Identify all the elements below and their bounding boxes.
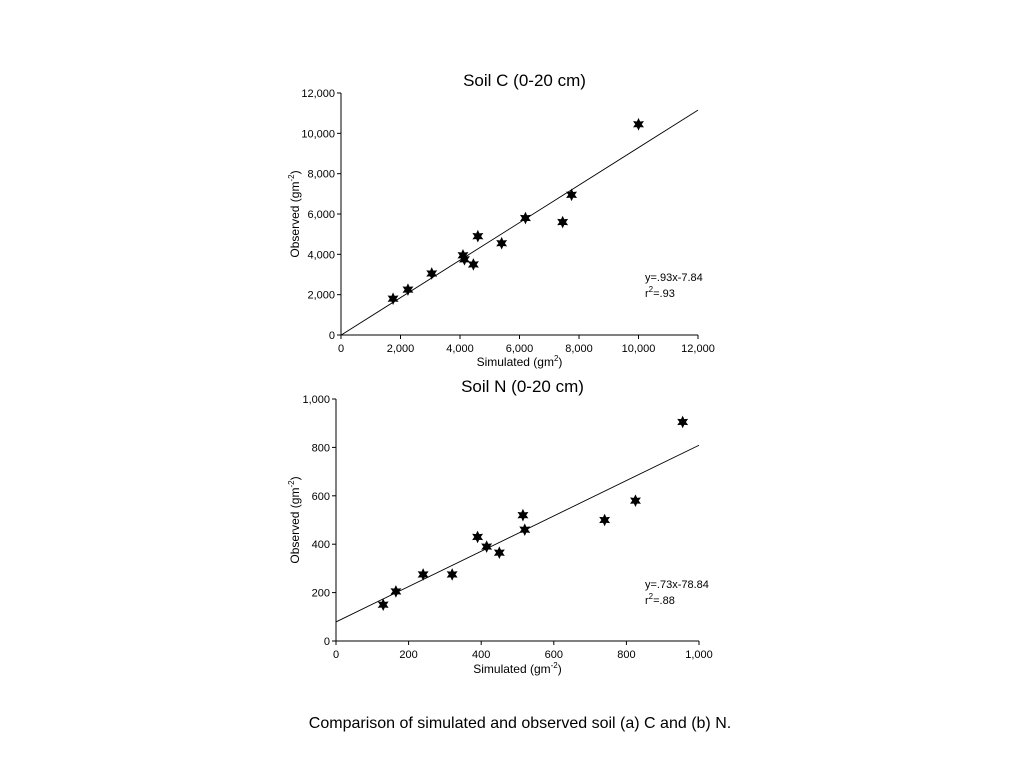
data-point [446, 568, 458, 581]
chart-title: Soil C (0-20 cm) [463, 71, 586, 90]
data-point [519, 523, 531, 536]
chart-soil-n: Soil N (0-20 cm) 0 200 400 600 800 1,000 0 200 40… [287, 377, 713, 676]
data-point [493, 546, 505, 559]
data-point [517, 508, 529, 522]
y-axis-label: Observed (gm-2) [287, 170, 302, 257]
x-axis-label-end: ) [558, 355, 562, 369]
data-point [387, 292, 399, 306]
y-tick-label: 4,000 [307, 249, 335, 261]
regression-equation: y=.73x-78.84 [645, 579, 709, 591]
x-axis-label-main: Simulated (gm [473, 662, 550, 676]
y-axis-label-main: Observed (gm [288, 182, 302, 258]
y-tick-label: 0 [324, 636, 330, 648]
x-axis-label: Simulated (gm2) [477, 354, 563, 369]
data-point [426, 267, 438, 280]
y-axis-label-end: ) [288, 476, 302, 480]
x-tick-label: 0 [333, 649, 339, 661]
data-point [566, 188, 578, 202]
data-point [599, 513, 611, 527]
y-tick-label: 1,000 [302, 394, 330, 406]
y-axis-label-sup: -2 [287, 174, 296, 182]
x-tick-label: 0 [338, 343, 344, 355]
y-tick-label: 8,000 [307, 169, 335, 181]
chart-title: Soil N (0-20 cm) [461, 377, 584, 396]
x-tick-label: 200 [399, 649, 417, 661]
x-tick-label: 10,000 [622, 343, 656, 355]
r-squared-sup: 2 [649, 285, 654, 294]
data-point [472, 530, 484, 544]
y-tick-label: 0 [329, 330, 335, 342]
x-tick-label: 6,000 [506, 343, 534, 355]
data-point [417, 568, 429, 581]
r-squared-prefix: r [645, 288, 649, 300]
r-squared-sup: 2 [649, 592, 654, 601]
x-tick-label: 1,000 [685, 649, 713, 661]
data-point [557, 215, 569, 229]
y-tick-label: 400 [312, 539, 330, 551]
y-tick-label: 2,000 [307, 290, 335, 302]
x-tick-label: 600 [545, 649, 563, 661]
y-axis-label: Observed (gm-2) [287, 476, 302, 563]
data-point [458, 253, 470, 266]
r-squared: r2=.88 [645, 592, 675, 607]
x-tick-label: 2,000 [387, 343, 415, 355]
r-squared-prefix: r [645, 595, 649, 607]
data-point [390, 585, 402, 598]
x-axis-label-main: Simulated (gm [477, 355, 554, 369]
x-axis-label-sup: 2 [554, 354, 559, 363]
x-axis-label: Simulated (gm-2) [473, 661, 562, 676]
chart-soil-c: Soil C (0-20 cm) 0 2,000 4,000 6,000 8,000 10,… [287, 71, 715, 369]
figure-caption: Comparison of simulated and observed soi… [309, 715, 731, 732]
data-point [519, 211, 531, 225]
data-point [467, 258, 479, 271]
y-tick-label: 6,000 [307, 209, 335, 221]
x-axis-label-sup: -2 [551, 661, 559, 670]
data-point [677, 415, 689, 429]
x-axis-label-end: ) [558, 662, 562, 676]
x-tick-label: 400 [472, 649, 490, 661]
regression-equation: y=.93x-7.84 [645, 272, 703, 284]
data-point [472, 229, 484, 243]
x-tick-label: 8,000 [565, 343, 593, 355]
y-tick-label: 12,000 [301, 88, 335, 100]
x-tick-label: 800 [617, 649, 635, 661]
y-axis-label-end: ) [288, 170, 302, 174]
r-squared-value: =.88 [653, 595, 675, 607]
y-tick-label: 600 [312, 491, 330, 503]
data-point [496, 236, 508, 250]
y-axis-label-sup: -2 [287, 480, 296, 488]
r-squared: r2=.93 [645, 285, 675, 300]
y-tick-label: 200 [312, 588, 330, 600]
y-tick-label: 10,000 [301, 128, 335, 140]
x-tick-label: 12,000 [681, 343, 715, 355]
data-point [481, 540, 493, 553]
y-axis-label-main: Observed (gm [288, 488, 302, 564]
data-point [630, 494, 641, 507]
r-squared-value: =.93 [653, 288, 675, 300]
data-point [377, 598, 389, 612]
x-tick-label: 4,000 [446, 343, 474, 355]
data-point [402, 283, 414, 296]
y-tick-label: 800 [312, 442, 330, 454]
data-point [633, 117, 644, 131]
regression-line [341, 109, 699, 336]
